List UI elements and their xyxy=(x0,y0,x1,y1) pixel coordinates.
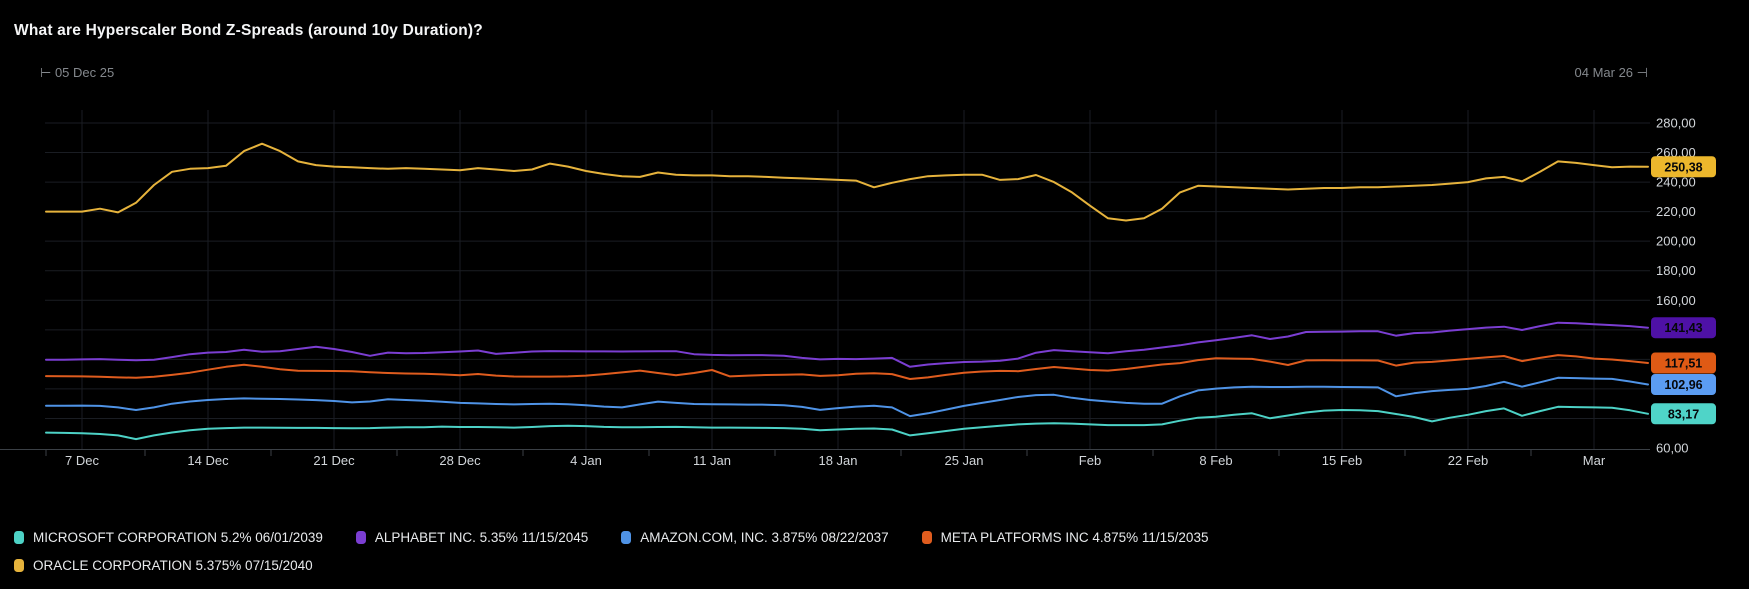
zspread-line-chart[interactable]: 280,00260,00240,00220,00200,00180,00160,… xyxy=(0,0,1749,505)
range-end-handle[interactable]: 04 Mar 26 ⊣ xyxy=(1575,65,1649,81)
x-tick-label: 8 Feb xyxy=(1199,453,1232,468)
x-axis-ticks xyxy=(45,449,1532,456)
legend-item-amazon[interactable]: AMAZON.COM, INC. 3.875% 08/22/2037 xyxy=(621,529,889,545)
legend-row: ORACLE CORPORATION 5.375% 07/15/2040 xyxy=(14,551,1734,579)
y-tick-label: 220,00 xyxy=(1656,204,1696,219)
legend-row: MICROSOFT CORPORATION 5.2% 06/01/2039 ALP… xyxy=(14,523,1734,551)
legend-label: META PLATFORMS INC 4.875% 11/15/2035 xyxy=(940,529,1209,545)
x-tick-label: 28 Dec xyxy=(439,453,481,468)
legend-item-oracle[interactable]: ORACLE CORPORATION 5.375% 07/15/2040 xyxy=(14,558,313,573)
legend-swatch-icon xyxy=(921,530,932,544)
range-start-handle[interactable]: ⊢ 05 Dec 25 xyxy=(40,65,114,81)
x-tick-label: 7 Dec xyxy=(65,453,99,468)
legend-swatch-icon xyxy=(14,558,24,572)
page-title: What are Hyperscaler Bond Z-Spreads (aro… xyxy=(14,22,483,39)
series-line-microsoft[interactable] xyxy=(45,405,1649,441)
series-line-meta[interactable] xyxy=(45,354,1649,380)
legend-swatch-icon xyxy=(14,530,24,544)
x-axis-labels: 7 Dec 14 Dec 21 Dec 28 Dec 4 Jan 11 Jan 18 Jan… xyxy=(65,453,1606,468)
y-tick-label: 240,00 xyxy=(1656,175,1696,190)
x-tick-label: Mar xyxy=(1583,453,1606,468)
x-tick-label: 25 Jan xyxy=(944,453,983,468)
legend-item-microsoft[interactable]: MICROSOFT CORPORATION 5.2% 06/01/2039 xyxy=(14,530,323,545)
x-tick-label: 14 Dec xyxy=(187,453,229,468)
y-tick-label: 280,00 xyxy=(1656,116,1696,131)
chart-legend: MICROSOFT CORPORATION 5.2% 06/01/2039 ALP… xyxy=(14,523,1734,579)
value-badge-oracle xyxy=(1651,156,1716,178)
last-value-badges: 83,17 141,43 102,96 117,51 250,38 xyxy=(1651,156,1716,425)
plot-grid xyxy=(45,110,1650,449)
legend-label: MICROSOFT CORPORATION 5.2% 06/01/2039 xyxy=(33,529,323,545)
legend-item-alphabet[interactable]: ALPHABET INC. 5.35% 11/15/2045 xyxy=(355,529,589,545)
x-tick-label: 18 Jan xyxy=(818,453,857,468)
value-badge-label-microsoft: 83,17 xyxy=(1668,407,1699,421)
value-badge-microsoft xyxy=(1651,403,1716,425)
legend-swatch-icon xyxy=(621,530,632,544)
y-tick-label: 160,00 xyxy=(1656,293,1696,308)
range-end-label: 04 Mar 26 xyxy=(1574,65,1634,80)
x-tick-label: 21 Dec xyxy=(313,453,355,468)
value-badge-alphabet xyxy=(1651,317,1716,339)
x-tick-label: 15 Feb xyxy=(1322,453,1362,468)
series-line-oracle[interactable] xyxy=(45,142,1649,222)
x-tick-label: 22 Feb xyxy=(1448,453,1488,468)
x-tick-label: 11 Jan xyxy=(693,453,731,468)
series-line-amazon[interactable] xyxy=(45,376,1649,418)
value-badge-label-alphabet: 141,43 xyxy=(1664,321,1702,335)
value-badge-meta xyxy=(1651,352,1716,374)
x-tick-label: 4 Jan xyxy=(570,453,602,468)
legend-swatch-icon xyxy=(355,530,366,544)
series-line-alphabet[interactable] xyxy=(45,321,1649,368)
range-start-label: 05 Dec 25 xyxy=(54,65,115,80)
value-badge-label-amazon: 102,96 xyxy=(1664,378,1702,392)
y-tick-label: 180,00 xyxy=(1656,263,1696,278)
legend-item-meta[interactable]: META PLATFORMS INC 4.875% 11/15/2035 xyxy=(921,529,1209,545)
y-tick-label: 200,00 xyxy=(1656,234,1696,249)
legend-label: ORACLE CORPORATION 5.375% 07/15/2040 xyxy=(33,557,313,573)
value-badge-label-oracle: 250,38 xyxy=(1664,160,1702,174)
range-start-marker-icon: ⊢ xyxy=(40,65,52,80)
legend-label: AMAZON.COM, INC. 3.875% 08/22/2037 xyxy=(640,529,889,545)
x-tick-label: Feb xyxy=(1079,453,1101,468)
range-end-marker-icon: ⊣ xyxy=(1636,65,1648,80)
y-tick-label: 60,00 xyxy=(1656,441,1689,456)
value-badge-amazon xyxy=(1651,374,1716,396)
legend-label: ALPHABET INC. 5.35% 11/15/2045 xyxy=(374,529,589,545)
value-badge-label-meta: 117,51 xyxy=(1665,357,1703,371)
